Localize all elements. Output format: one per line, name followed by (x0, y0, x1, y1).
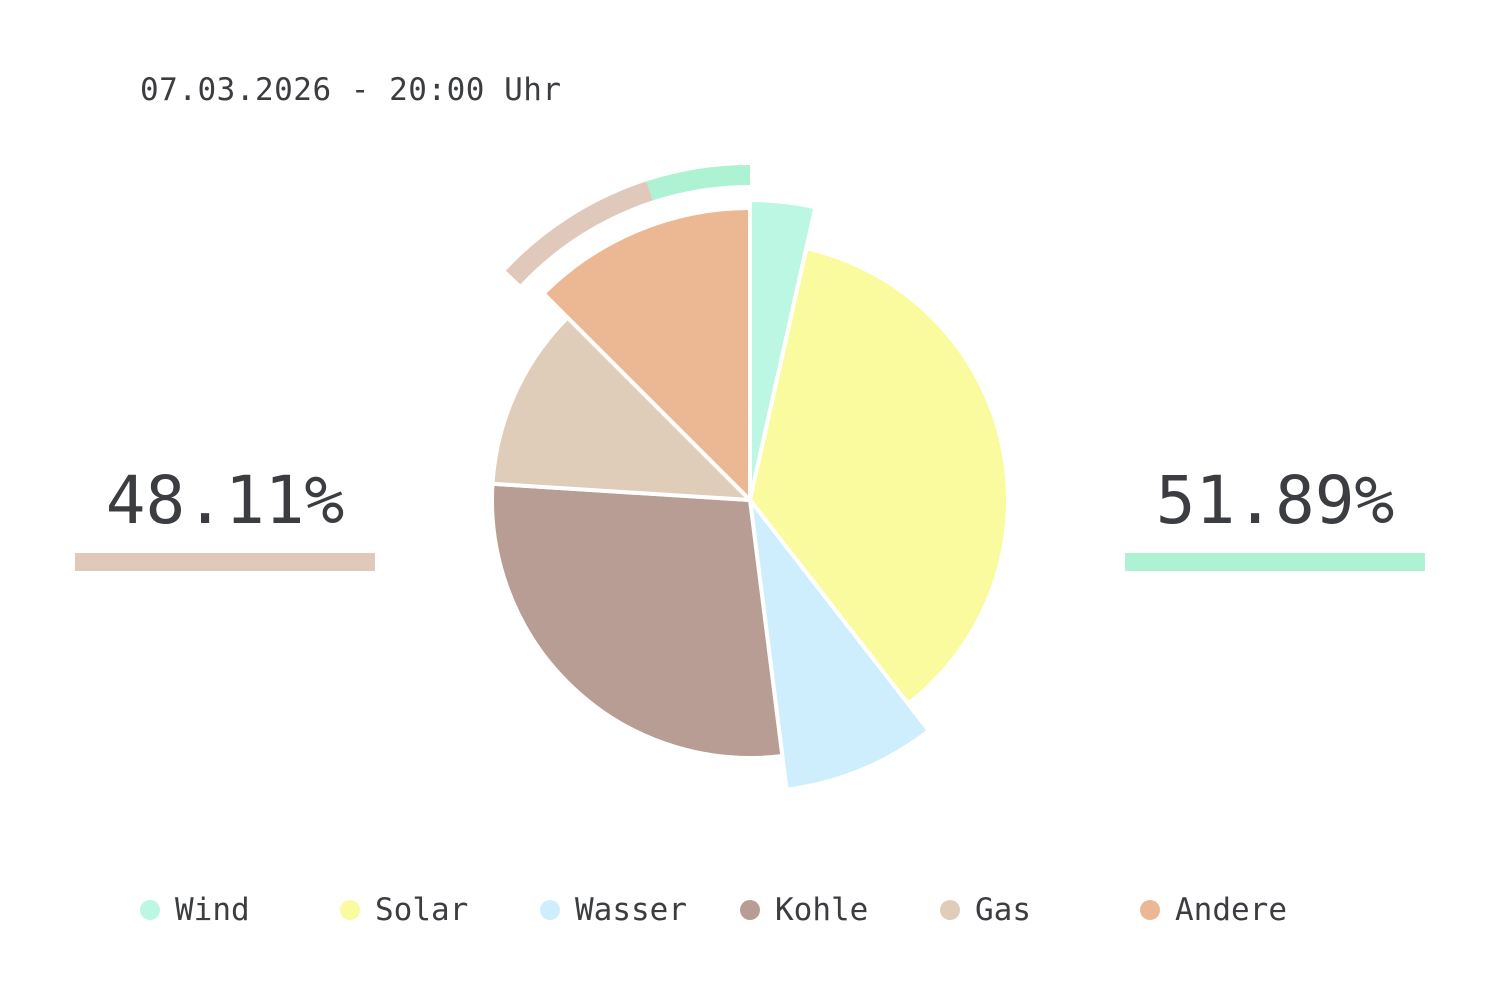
legend-label: Gas (975, 892, 1031, 928)
legend-item-gas: Gas (940, 890, 1031, 930)
legend-dot-icon (540, 900, 560, 920)
legend: Wind Solar Wasser Kohle Gas Andere (140, 890, 1440, 930)
legend-item-wasser: Wasser (540, 890, 687, 930)
legend-label: Kohle (775, 892, 869, 928)
legend-item-solar: Solar (340, 890, 468, 930)
legend-dot-icon (1140, 900, 1160, 920)
right-percentage-bar (1125, 553, 1425, 571)
right-percentage: 51.89% (1155, 462, 1395, 539)
renewable-arc (646, 165, 751, 201)
legend-dot-icon (340, 900, 360, 920)
legend-dot-icon (740, 900, 760, 920)
legend-label: Andere (1175, 892, 1287, 928)
timestamp-label: 07.03.2026 - 20:00 Uhr (140, 72, 562, 108)
left-percentage-bar (75, 553, 375, 571)
pie-slice-andere (541, 206, 752, 502)
legend-dot-icon (940, 900, 960, 920)
legend-dot-icon (140, 900, 160, 920)
pie-slice-solar (748, 246, 1010, 706)
pie-slice-kohle (490, 481, 785, 760)
legend-item-wind: Wind (140, 890, 250, 930)
left-percentage: 48.11% (105, 462, 345, 539)
legend-label: Wasser (575, 892, 687, 928)
legend-item-kohle: Kohle (740, 890, 868, 930)
legend-item-andere: Andere (1140, 890, 1287, 930)
legend-label: Solar (375, 892, 469, 928)
pie-slice-wasser (748, 498, 931, 792)
legend-label: Wind (175, 892, 250, 928)
pie-slice-gas (490, 315, 752, 502)
fossil-arc (505, 181, 653, 285)
